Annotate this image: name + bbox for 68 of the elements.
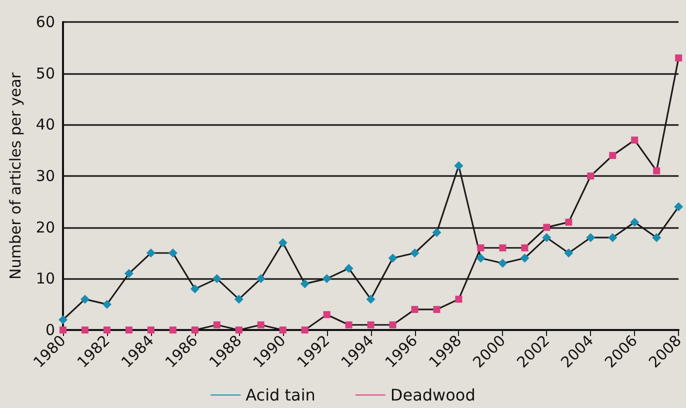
point xyxy=(388,254,398,263)
y-tick-label: 20 xyxy=(36,218,55,236)
y-axis-title: Number of articles per year xyxy=(6,72,24,280)
point xyxy=(367,321,374,328)
point xyxy=(103,326,110,334)
point xyxy=(147,326,154,334)
point xyxy=(652,233,662,242)
point xyxy=(146,248,156,258)
point xyxy=(323,311,330,318)
point xyxy=(168,248,178,258)
point xyxy=(212,274,222,284)
point xyxy=(345,321,352,328)
point xyxy=(301,326,308,334)
y-tick-label: 60 xyxy=(36,13,55,31)
point xyxy=(58,315,68,324)
point xyxy=(80,294,90,304)
point xyxy=(587,172,594,180)
point xyxy=(256,274,266,284)
point xyxy=(278,238,288,248)
point xyxy=(674,202,684,212)
point xyxy=(410,248,420,258)
point xyxy=(543,224,550,231)
point xyxy=(125,326,132,334)
y-tick-label: 10 xyxy=(36,270,55,288)
y-tick-label: 40 xyxy=(36,116,55,134)
point xyxy=(213,321,220,328)
point xyxy=(498,258,508,268)
point xyxy=(454,161,464,170)
point xyxy=(279,326,286,334)
legend-label: Deadwood xyxy=(390,386,476,404)
point xyxy=(608,233,618,242)
point xyxy=(476,254,486,263)
point xyxy=(344,264,354,273)
point xyxy=(477,244,484,252)
point xyxy=(169,326,176,334)
point xyxy=(190,284,200,294)
point xyxy=(257,321,264,328)
point xyxy=(565,218,572,226)
point xyxy=(322,274,332,284)
y-tick-label: 0 xyxy=(45,321,55,339)
legend-label: Acid tain xyxy=(246,386,316,404)
point xyxy=(60,326,66,334)
point xyxy=(609,152,616,159)
y-tick-label: 30 xyxy=(36,167,55,185)
point xyxy=(300,279,310,288)
point xyxy=(630,218,640,227)
point xyxy=(520,254,530,263)
point xyxy=(631,136,638,144)
point xyxy=(124,269,134,278)
point xyxy=(542,233,552,242)
point xyxy=(432,228,442,237)
point xyxy=(234,294,244,304)
point xyxy=(653,167,660,174)
point xyxy=(433,306,440,313)
point xyxy=(191,326,198,334)
point xyxy=(521,244,528,252)
point xyxy=(564,248,574,258)
point xyxy=(81,326,88,334)
point xyxy=(366,294,376,304)
point xyxy=(499,244,506,252)
point xyxy=(102,300,112,309)
point xyxy=(675,54,682,62)
point xyxy=(411,306,418,313)
point xyxy=(455,296,462,303)
point xyxy=(235,326,242,334)
point xyxy=(586,233,596,242)
point xyxy=(389,321,396,328)
y-tick-label: 50 xyxy=(36,64,55,82)
